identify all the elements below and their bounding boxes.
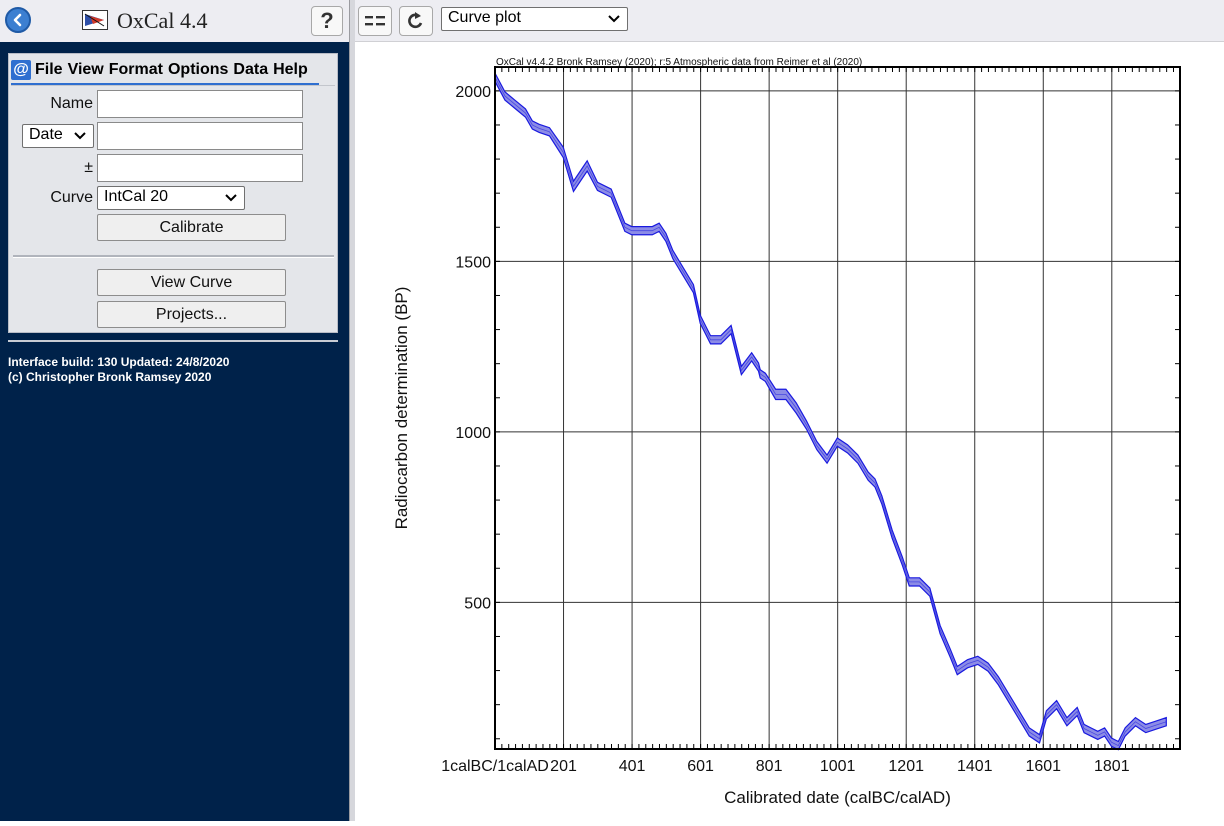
- curve-uncertainty-band: [494, 72, 1167, 751]
- view-curve-button[interactable]: View Curve: [97, 269, 286, 296]
- copyright-line: (c) Christopher Bronk Ramsey 2020: [8, 370, 212, 384]
- help-button[interactable]: ?: [311, 6, 343, 36]
- projects-button[interactable]: Projects...: [97, 301, 286, 328]
- app-title: OxCal 4.4: [117, 8, 208, 33]
- plot-type-select[interactable]: Curve plot: [441, 7, 628, 31]
- date-input[interactable]: [97, 122, 303, 150]
- x-tick-label: 1601: [1025, 758, 1061, 775]
- at-icon: @: [11, 60, 31, 80]
- x-tick-label: 1401: [957, 758, 993, 775]
- refresh-icon: [408, 12, 423, 29]
- error-input[interactable]: [97, 154, 303, 182]
- chevron-down-icon: [608, 15, 620, 23]
- sidebar-divider: [8, 340, 338, 342]
- list-menu-icon: [365, 16, 385, 26]
- curve-select-value: IntCal 20: [104, 188, 169, 205]
- x-tick-label: 1801: [1094, 758, 1130, 775]
- curve-label: Curve: [50, 189, 93, 206]
- x-tick-label: 801: [756, 758, 783, 775]
- calibrate-button-label: Calibrate: [159, 218, 224, 236]
- menu-separator: [11, 85, 335, 86]
- toggle-panel-button[interactable]: [358, 6, 392, 36]
- refresh-button[interactable]: [399, 6, 433, 36]
- view-curve-button-label: View Curve: [150, 273, 233, 291]
- left-header: [0, 0, 349, 42]
- plot-frame: [494, 66, 1181, 750]
- menu-data[interactable]: Data: [233, 61, 269, 78]
- curve-select[interactable]: IntCal 20: [97, 186, 245, 210]
- panel-splitter[interactable]: [349, 0, 355, 821]
- chevron-down-icon: [225, 194, 237, 202]
- menu-help[interactable]: Help: [273, 61, 308, 78]
- x-tick-label: 1201: [888, 758, 924, 775]
- y-tick-label: 500: [464, 595, 491, 612]
- x-tick-label: 1calBC/1calAD: [441, 758, 549, 775]
- calibrate-button[interactable]: Calibrate: [97, 214, 286, 241]
- x-tick-label: 401: [619, 758, 646, 775]
- y-tick-label: 1000: [455, 425, 491, 442]
- x-tick-label: 201: [550, 758, 577, 775]
- calibration-curve-chart[interactable]: 1calBC/1calAD 201 401 601 801 1001 1201 1401 160…: [355, 43, 1224, 821]
- plot-type-select-value: Curve plot: [448, 9, 521, 26]
- input-panel: @ File View Format Options Data Help Nam…: [8, 53, 338, 333]
- menu-file[interactable]: File: [35, 61, 63, 78]
- name-input[interactable]: [97, 90, 303, 118]
- build-info-line: Interface build: 130 Updated: 24/8/2020: [8, 355, 230, 369]
- build-info: Interface build: 130 Updated: 24/8/2020 …: [8, 355, 229, 385]
- y-tick-label: 2000: [455, 84, 491, 101]
- menu-format[interactable]: Format: [108, 61, 163, 78]
- chart-title: OxCal v4.4.2 Bronk Ramsey (2020); r:5 At…: [496, 57, 862, 68]
- plot-area: 1calBC/1calAD 201 401 601 801 1001 1201 1401 160…: [355, 43, 1224, 821]
- back-button[interactable]: [5, 7, 31, 33]
- date-type-select[interactable]: Date: [22, 124, 94, 148]
- curve-line: [494, 77, 1167, 747]
- plusminus-label: ±: [84, 159, 93, 176]
- y-axis-label: Radiocarbon determination (BP): [392, 287, 411, 530]
- projects-button-label: Projects...: [155, 305, 228, 323]
- help-button-label: ?: [320, 8, 334, 33]
- x-tick-label: 1001: [820, 758, 856, 775]
- x-axis-label: Calibrated date (calBC/calAD): [724, 788, 951, 807]
- oxcal-logo-icon: [82, 10, 108, 30]
- chevron-down-icon: [74, 132, 86, 140]
- chevron-left-icon: [13, 13, 22, 27]
- menu-view[interactable]: View: [67, 61, 104, 78]
- name-label: Name: [50, 95, 93, 112]
- menu-options[interactable]: Options: [167, 61, 229, 78]
- x-tick-label: 601: [687, 758, 714, 775]
- y-tick-label: 1500: [455, 254, 491, 271]
- panel-divider: [13, 255, 334, 258]
- menu-bar: @ File View Format Options Data Help: [11, 57, 319, 86]
- date-type-select-value: Date: [29, 126, 63, 143]
